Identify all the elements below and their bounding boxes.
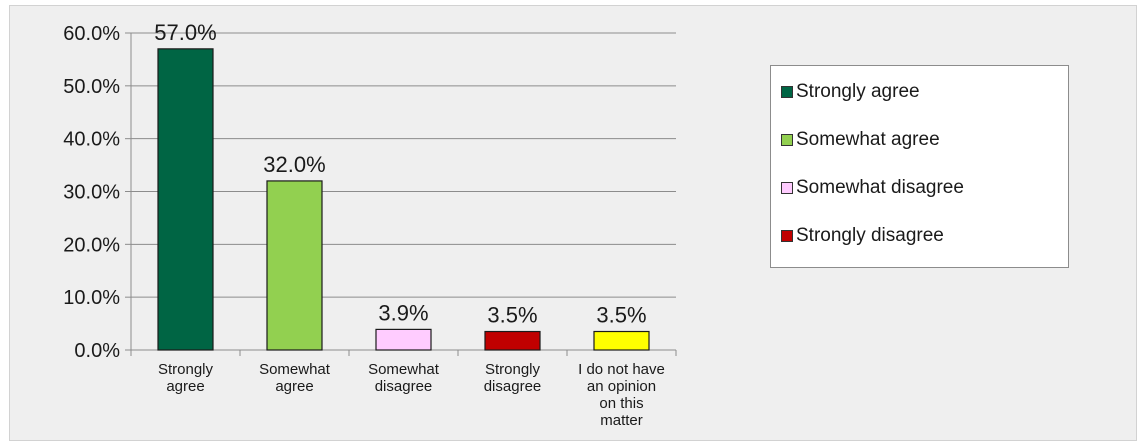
- legend-label: Somewhat disagree: [796, 177, 964, 198]
- legend-swatch: [781, 134, 793, 146]
- data-label: 32.0%: [263, 152, 325, 177]
- legend-label: Strongly agree: [796, 81, 920, 102]
- legend-label: Strongly disagree: [796, 225, 944, 246]
- y-tick-label: 10.0%: [63, 287, 120, 309]
- data-label: 57.0%: [154, 20, 216, 45]
- y-tick-label: 40.0%: [63, 129, 120, 151]
- bar: [157, 48, 214, 351]
- x-tick-label: I do not have an opinion on this matter: [578, 361, 665, 429]
- y-tick-label: 20.0%: [63, 234, 120, 256]
- x-tick-label: Somewhat disagree: [368, 361, 440, 395]
- legend-label: Somewhat agree: [796, 129, 940, 150]
- data-label: 3.5%: [487, 303, 537, 328]
- legend-item: Strongly disagree: [781, 224, 944, 248]
- legend-item: Strongly agree: [781, 80, 920, 104]
- bar-chart: 0.0% 10.0% 20.0% 30.0% 40.0% 50.0% 60.0% 57.0% S…: [63, 20, 677, 429]
- x-tick-label: Strongly disagree: [484, 361, 542, 395]
- bar: [266, 180, 323, 351]
- legend-item: Somewhat agree: [781, 128, 940, 152]
- y-tick-label: 50.0%: [63, 76, 120, 98]
- bar: [593, 330, 650, 351]
- data-label: 3.9%: [378, 300, 428, 325]
- data-label: 3.5%: [596, 303, 646, 328]
- legend-swatch: [781, 230, 793, 242]
- legend-swatch: [781, 182, 793, 194]
- y-tick-label: 60.0%: [63, 23, 120, 45]
- legend: Strongly agree Somewhat agree Somewhat dis…: [770, 65, 1069, 268]
- chart-area: 0.0% 10.0% 20.0% 30.0% 40.0% 50.0% 60.0% 57.0% S…: [9, 5, 1137, 441]
- x-tick-label: Strongly agree: [158, 361, 214, 395]
- y-tick-label: 30.0%: [63, 182, 120, 204]
- bar: [375, 328, 432, 351]
- y-tick-label: 0.0%: [74, 340, 120, 362]
- bar: [484, 330, 541, 351]
- legend-swatch: [781, 86, 793, 98]
- legend-item: Somewhat disagree: [781, 176, 964, 200]
- x-tick-label: Somewhat agree: [259, 361, 331, 395]
